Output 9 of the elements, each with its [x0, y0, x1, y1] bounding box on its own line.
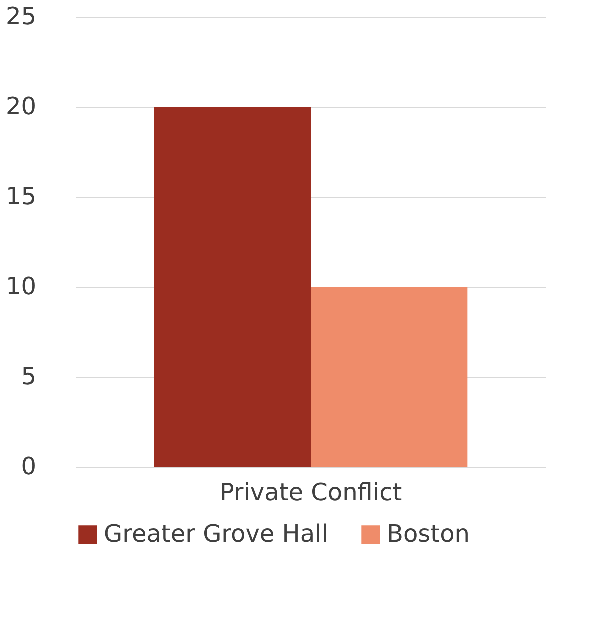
y-tick-label: 20 — [6, 92, 36, 120]
legend-label: Greater Grove Hall — [104, 520, 328, 548]
y-tick-label: 25 — [6, 2, 36, 30]
y-tick-label: 10 — [6, 272, 36, 300]
y-tick-label: 5 — [21, 362, 36, 390]
x-tick-label: Private Conflict — [220, 478, 402, 506]
y-tick-label: 0 — [21, 452, 36, 480]
legend-label: Boston — [387, 520, 470, 548]
y-tick-label: 15 — [6, 182, 36, 210]
